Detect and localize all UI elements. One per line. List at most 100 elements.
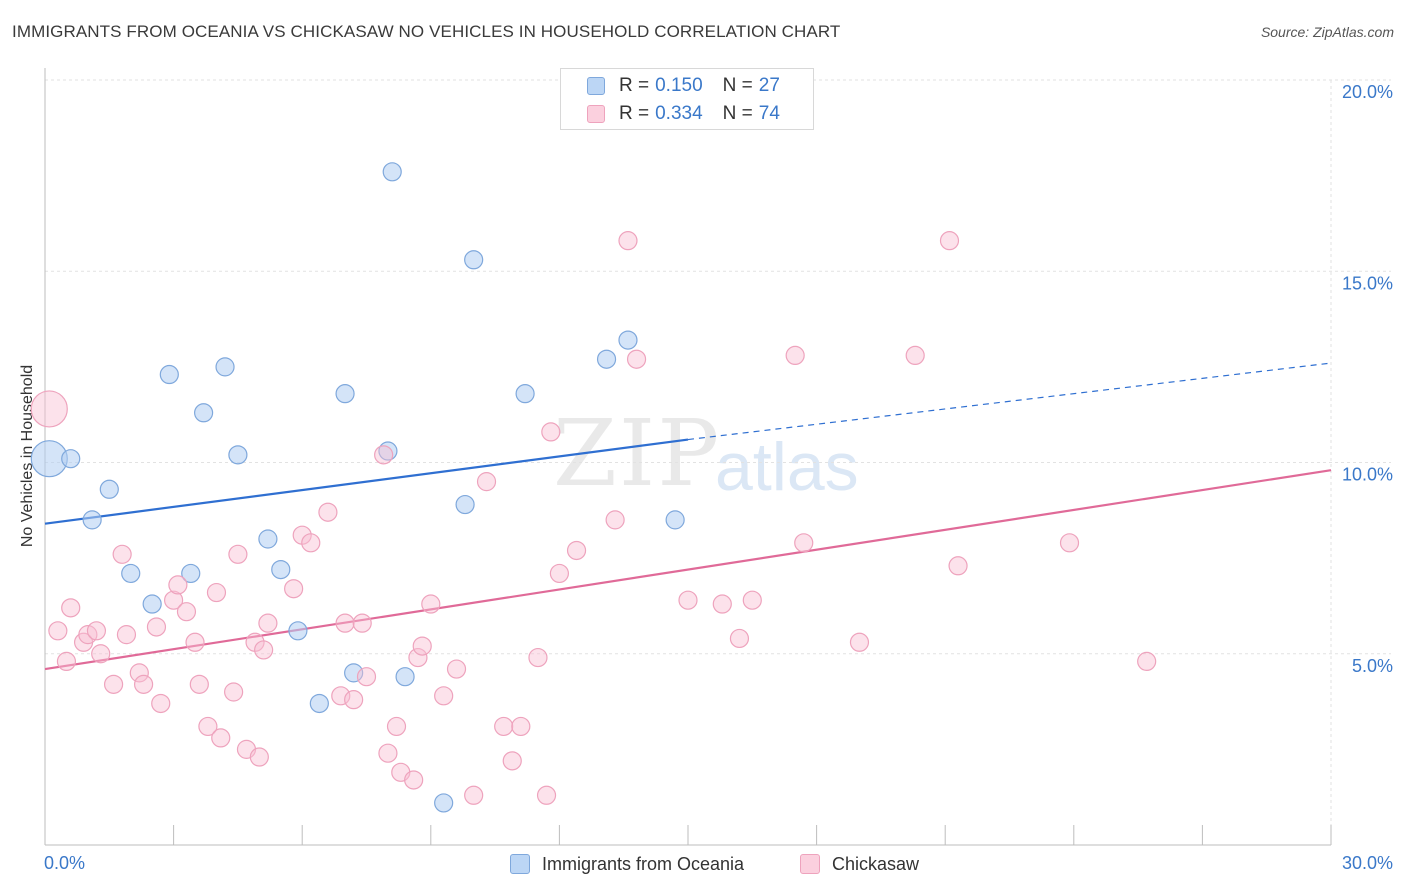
x-tick-label: 30.0% (1342, 853, 1393, 873)
point-chickasaw (605, 510, 625, 530)
y-tick-label: 15.0% (1342, 273, 1393, 293)
point-chickasaw (331, 686, 351, 706)
trend-lines (44, 362, 1332, 671)
point-oceania (82, 510, 102, 530)
point-chickasaw (374, 445, 394, 465)
point-chickasaw (549, 563, 570, 584)
point-chickasaw (189, 674, 209, 694)
point-chickasaw (151, 693, 171, 714)
chart-title: IMMIGRANTS FROM OCEANIA VS CHICKASAW NO … (12, 22, 841, 41)
point-oceania (258, 529, 278, 549)
point-chickasaw (794, 533, 814, 553)
legend-row-chickasaw: R = 0.334 N = 74 (587, 103, 780, 125)
point-chickasaw (386, 716, 407, 737)
point-chickasaw (198, 716, 218, 737)
series-legend-oceania: Immigrants from Oceania (510, 852, 744, 876)
point-oceania (61, 449, 81, 469)
point-chickasaw (254, 640, 274, 660)
point-chickasaw (206, 582, 227, 603)
point-chickasaw (378, 743, 398, 763)
legend-n-label: N = (722, 103, 753, 124)
correlation-legend: R = 0.150 N = 27 R = 0.334 N = 74 (560, 68, 814, 130)
point-oceania (515, 384, 535, 404)
legend-r-value-oceania: 0.150 (655, 75, 703, 96)
point-chickasaw (785, 345, 805, 365)
grid-lines (45, 79, 1391, 845)
point-chickasaw (91, 644, 111, 664)
point-chickasaw (258, 613, 278, 633)
point-chickasaw (678, 590, 698, 610)
y-tick-label: 20.0% (1342, 82, 1393, 102)
point-oceania (335, 384, 355, 404)
point-chickasaw (56, 651, 77, 672)
point-chickasaw (185, 632, 205, 652)
point-chickasaw (849, 632, 870, 652)
point-chickasaw (211, 728, 231, 748)
point-chickasaw (729, 628, 750, 649)
legend-n-value-chickasaw: 74 (758, 103, 780, 124)
point-oceania (665, 510, 685, 530)
series-swatch-oceania (510, 854, 530, 874)
point-oceania (309, 693, 329, 714)
point-chickasaw (948, 556, 968, 576)
point-chickasaw (742, 590, 762, 610)
tick-labels: 5.0% 10.0% 15.0% 20.0% 0.0% 30.0% (44, 82, 1393, 873)
series-name-oceania: Immigrants from Oceania (542, 853, 745, 874)
point-chickasaw (318, 502, 338, 522)
point-oceania (464, 250, 484, 270)
source-label: Source: ZipAtlas.com (1260, 24, 1394, 40)
point-chickasaw (352, 613, 372, 633)
point-chickasaw (494, 716, 514, 737)
y-tick-label: 10.0% (1342, 465, 1393, 485)
series-name-chickasaw: Chickasaw (832, 853, 920, 874)
point-chickasaw (502, 751, 522, 771)
point-chickasaw (301, 533, 321, 553)
point-chickasaw (939, 231, 960, 251)
watermark-atlas: atlas (715, 429, 859, 505)
point-chickasaw (356, 667, 377, 687)
legend-r-label: R = (619, 75, 650, 96)
point-oceania (455, 494, 475, 515)
point-chickasaw (176, 602, 197, 622)
point-chickasaw (228, 544, 248, 564)
point-chickasaw (1059, 533, 1080, 553)
legend-r-value-chickasaw: 0.334 (655, 103, 703, 124)
point-chickasaw (48, 621, 68, 641)
point-chickasaw (446, 659, 467, 679)
point-chickasaw (464, 785, 484, 805)
point-oceania (434, 793, 454, 813)
point-chickasaw (408, 647, 428, 668)
point-oceania (228, 445, 248, 465)
point-chickasaw (112, 544, 132, 564)
point-chickasaw (434, 686, 454, 706)
point-chickasaw (133, 674, 154, 694)
series-legend-chickasaw: Chickasaw (800, 852, 919, 876)
legend-swatch-oceania (587, 77, 605, 95)
point-oceania (99, 479, 119, 499)
point-chickasaw (146, 617, 167, 637)
point-chickasaw (103, 674, 124, 694)
point-oceania (596, 349, 617, 369)
point-chickasaw (511, 716, 531, 737)
legend-r-label: R = (619, 103, 650, 124)
point-chickasaw (86, 621, 107, 641)
point-oceania (194, 403, 214, 423)
series-swatch-chickasaw (800, 854, 820, 874)
legend-n-value-oceania: 27 (758, 75, 780, 96)
legend-row-oceania: R = 0.150 N = 27 (587, 75, 780, 97)
point-chickasaw (905, 345, 925, 365)
point-chickasaw (528, 647, 548, 668)
point-oceania (215, 357, 235, 377)
point-chickasaw (618, 231, 638, 251)
point-chickasaw (541, 422, 561, 442)
trend-line-oceania-extension (687, 362, 1332, 441)
point-chickasaw (626, 349, 647, 369)
point-chickasaw (168, 575, 188, 595)
point-oceania (288, 621, 308, 641)
point-chickasaw (164, 590, 184, 610)
point-oceania (159, 364, 179, 385)
point-oceania (344, 663, 364, 683)
x-tick-label: 0.0% (44, 853, 85, 873)
point-chickasaw (335, 613, 355, 633)
